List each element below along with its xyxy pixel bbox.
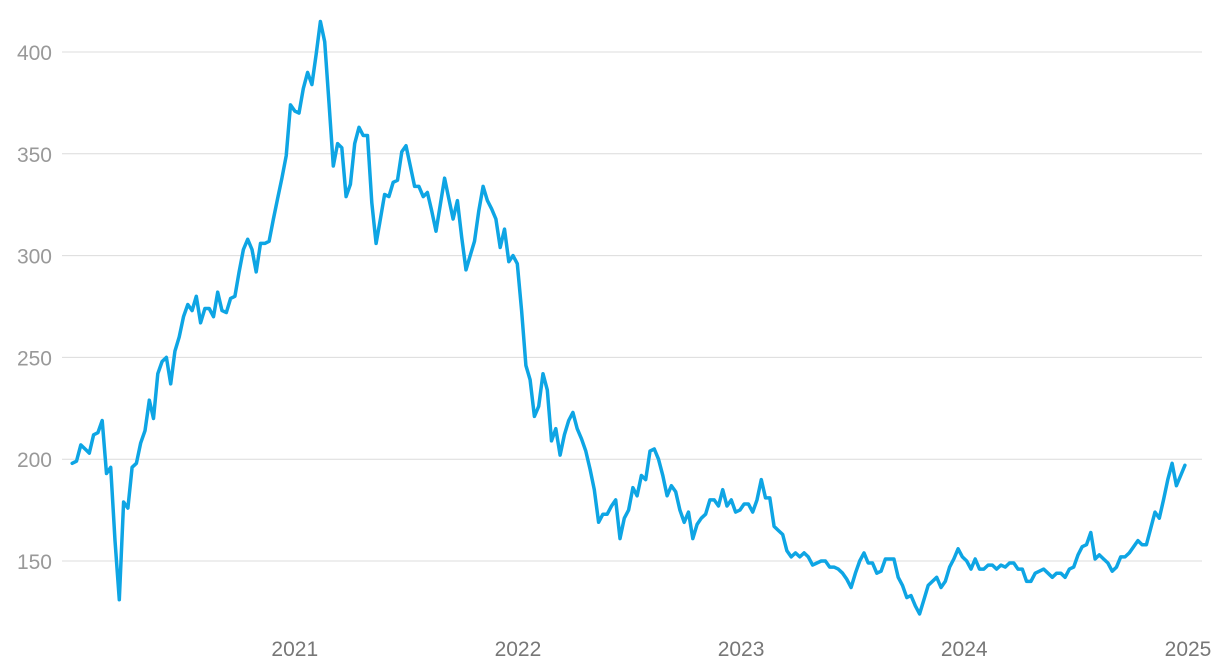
series-line-0 — [70, 19, 1187, 616]
series-layer — [70, 19, 1187, 616]
x-tick-label-2022: 2022 — [495, 638, 542, 661]
y-axis-tick-labels: 150 200 250 300 350 400 — [17, 42, 52, 574]
x-tick-label-2024: 2024 — [941, 638, 988, 661]
y-tick-label-400: 400 — [17, 42, 52, 65]
y-tick-label-150: 150 — [17, 551, 52, 574]
x-tick-label-2021: 2021 — [271, 638, 318, 661]
x-tick-label-2023: 2023 — [718, 638, 765, 661]
y-tick-label-300: 300 — [17, 246, 52, 269]
y-tick-label-350: 350 — [17, 144, 52, 167]
x-tick-label-2025: 2025 — [1165, 638, 1212, 661]
y-tick-label-200: 200 — [17, 449, 52, 472]
gridlines — [62, 51, 1202, 562]
x-axis-tick-labels: 2021 2022 2023 2024 2025 — [271, 638, 1211, 661]
y-tick-label-250: 250 — [17, 347, 52, 370]
